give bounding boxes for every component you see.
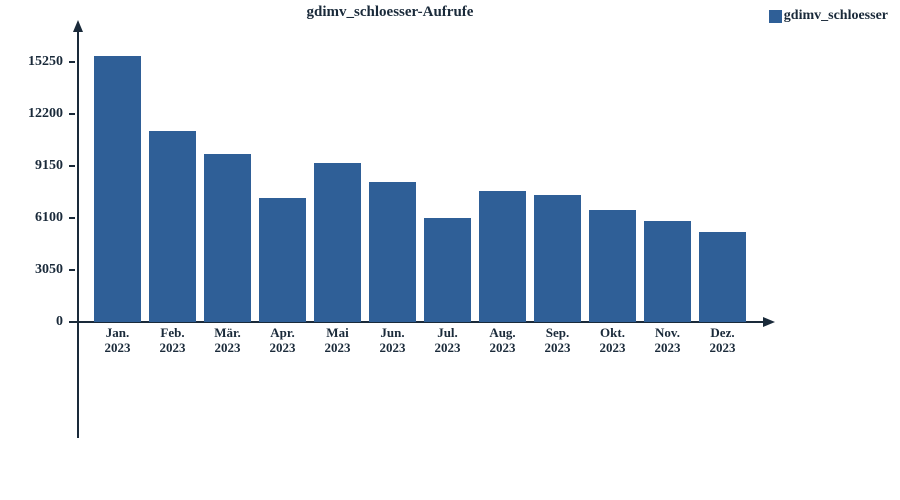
chart-title: gdimv_schloesser-Aufrufe [0, 4, 780, 21]
x-tick-label: Apr. 2023 [255, 326, 311, 356]
x-tick-label: Dez. 2023 [695, 326, 751, 356]
x-tick-label: Sep. 2023 [530, 326, 586, 356]
bar [259, 198, 306, 322]
x-tick-label: Okt. 2023 [585, 326, 641, 356]
bar [149, 131, 196, 322]
y-tick-label: 15250 [3, 54, 63, 70]
bar [479, 191, 526, 322]
bar [589, 210, 636, 322]
bar [94, 56, 141, 322]
bar [369, 182, 416, 322]
y-tick-label: 0 [3, 314, 63, 330]
y-tick-label: 6100 [3, 210, 63, 226]
bar [424, 218, 471, 322]
legend-label: gdimv_schloesser [784, 8, 888, 24]
x-tick-label: Jan. 2023 [90, 326, 146, 356]
y-tick-label: 12200 [3, 106, 63, 122]
bar [644, 221, 691, 322]
plot-area: 03050610091501220015250 Jan. 2023Feb. 20… [70, 20, 775, 440]
bar [699, 232, 746, 322]
legend: gdimv_schloesser [769, 8, 888, 24]
x-tick-label: Mai 2023 [310, 326, 366, 356]
x-tick-label: Aug. 2023 [475, 326, 531, 356]
y-tick-label: 3050 [3, 262, 63, 278]
bar [314, 163, 361, 322]
bars-container [70, 20, 775, 440]
x-tick-label: Jun. 2023 [365, 326, 421, 356]
bar [534, 195, 581, 322]
x-tick-label: Mär. 2023 [200, 326, 256, 356]
chart-canvas: gdimv_schloesser-Aufrufe gdimv_schloesse… [0, 0, 900, 500]
x-tick-label: Feb. 2023 [145, 326, 201, 356]
bar [204, 154, 251, 322]
x-tick-label: Jul. 2023 [420, 326, 476, 356]
x-tick-label: Nov. 2023 [640, 326, 696, 356]
y-tick-label: 9150 [3, 158, 63, 174]
